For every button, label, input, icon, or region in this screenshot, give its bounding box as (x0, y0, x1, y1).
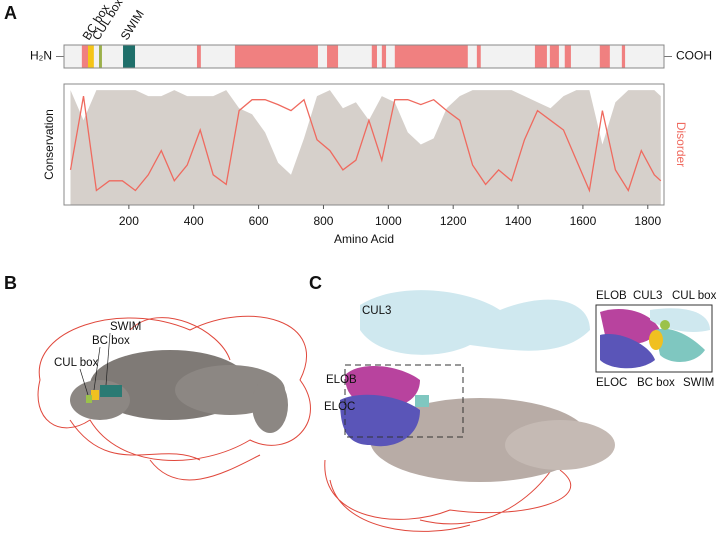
disordered-region (549, 45, 559, 68)
x-tick-label: 800 (313, 214, 333, 228)
disordered-region (621, 45, 626, 68)
x-tick-label: 1200 (440, 214, 467, 228)
x-tick-label: 200 (119, 214, 139, 228)
inset-label: CUL box (672, 290, 717, 302)
structure-label: ELOC (324, 401, 355, 413)
disordered-region (196, 45, 201, 68)
structure-label: ELOB (326, 374, 357, 386)
structure-label: SWIM (110, 321, 141, 333)
structure-label: CUL box (54, 357, 99, 369)
y-axis-label: Conservation (42, 109, 56, 180)
domain-label: SWIM (118, 7, 147, 42)
disordered-region (327, 45, 339, 68)
disordered-region (564, 45, 571, 68)
protein-bar (63, 44, 665, 69)
disorder-line (69, 95, 662, 193)
x-tick-label: 1400 (505, 214, 532, 228)
inset-label: CUL3 (633, 290, 662, 302)
disordered-region (599, 45, 610, 68)
x-tick-label: 1800 (634, 214, 661, 228)
panel-label: C (309, 273, 322, 293)
domain (123, 45, 136, 68)
inset-label: SWIM (683, 377, 714, 389)
panel-label: B (4, 273, 17, 293)
n-terminus: H₂N (30, 49, 52, 63)
c-terminus: COOH (676, 49, 712, 63)
disordered-region (476, 45, 481, 68)
disordered-region (81, 45, 88, 68)
disordered-region (234, 45, 318, 68)
structure-label: CUL3 (362, 305, 391, 317)
x-tick-label: 1000 (375, 214, 402, 228)
x-tick-label: 1600 (570, 214, 597, 228)
structure-label: BC box (92, 335, 130, 347)
y2-axis-label: Disorder (674, 122, 688, 167)
panel-label: A (4, 3, 17, 23)
disordered-region (381, 45, 387, 68)
inset-label: BC box (637, 377, 675, 389)
disordered-region (371, 45, 377, 68)
structure-b (37, 315, 311, 481)
x-axis-label: Amino Acid (334, 232, 394, 246)
inset-label: ELOC (596, 377, 627, 389)
domain (88, 45, 94, 68)
structure-c (324, 290, 713, 532)
inset-label: ELOB (596, 290, 627, 302)
plot-frame (63, 83, 665, 206)
x-tick-label: 400 (184, 214, 204, 228)
x-tick-label: 600 (249, 214, 269, 228)
disordered-region (534, 45, 547, 68)
domain (99, 45, 102, 68)
disordered-region (394, 45, 468, 68)
